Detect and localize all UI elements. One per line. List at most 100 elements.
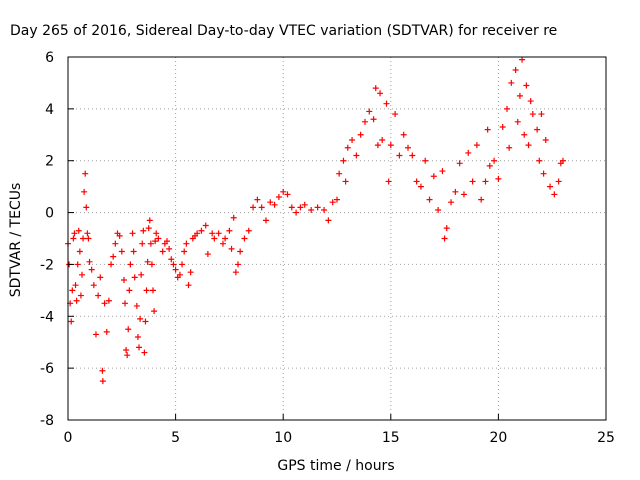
data-point bbox=[448, 199, 455, 206]
data-point bbox=[83, 204, 90, 211]
data-point bbox=[176, 271, 183, 278]
data-point bbox=[534, 126, 541, 133]
data-point bbox=[125, 326, 132, 333]
data-point bbox=[143, 287, 150, 294]
data-point bbox=[308, 206, 315, 213]
data-point bbox=[506, 144, 513, 151]
chart-title: Day 265 of 2016, Sidereal Day-to-day VTE… bbox=[10, 23, 557, 39]
data-point bbox=[430, 173, 437, 180]
data-point bbox=[110, 253, 117, 260]
data-point bbox=[262, 217, 269, 224]
data-point bbox=[147, 240, 154, 247]
data-point bbox=[426, 196, 433, 203]
y-tick-label: 4 bbox=[45, 102, 54, 118]
data-point bbox=[159, 248, 166, 255]
data-point bbox=[92, 331, 99, 338]
data-point bbox=[133, 302, 140, 309]
data-point bbox=[122, 300, 129, 307]
y-axis-label: SDTVAR / TECUs bbox=[8, 183, 24, 298]
data-point bbox=[228, 245, 235, 252]
data-point bbox=[230, 214, 237, 221]
data-point bbox=[525, 142, 532, 149]
data-point bbox=[70, 235, 77, 242]
grid bbox=[68, 57, 606, 420]
data-point bbox=[353, 152, 360, 159]
data-point bbox=[372, 85, 379, 92]
data-point bbox=[194, 230, 201, 237]
data-point bbox=[400, 131, 407, 138]
data-point bbox=[103, 328, 110, 335]
marks bbox=[65, 56, 566, 385]
data-point bbox=[141, 349, 148, 356]
data-point bbox=[334, 196, 340, 203]
data-point bbox=[69, 287, 76, 294]
data-point bbox=[138, 271, 145, 278]
data-point bbox=[409, 152, 416, 159]
data-point bbox=[441, 235, 448, 242]
data-point bbox=[145, 225, 152, 232]
data-point bbox=[209, 230, 216, 237]
data-point bbox=[379, 136, 386, 143]
y-tick-label: -2 bbox=[40, 257, 54, 273]
data-point bbox=[385, 178, 392, 185]
data-point bbox=[284, 191, 291, 198]
data-point bbox=[85, 235, 92, 242]
data-point bbox=[185, 282, 192, 289]
data-point bbox=[374, 142, 381, 149]
data-point bbox=[151, 308, 158, 315]
data-point bbox=[84, 230, 91, 237]
data-point bbox=[148, 261, 155, 268]
data-point bbox=[88, 266, 95, 273]
data-point bbox=[215, 230, 222, 237]
data-point bbox=[405, 144, 412, 151]
data-point bbox=[168, 256, 175, 263]
data-point bbox=[97, 274, 104, 281]
data-point bbox=[116, 232, 123, 239]
data-point bbox=[142, 318, 149, 325]
data-point bbox=[473, 142, 480, 149]
data-point bbox=[342, 178, 349, 185]
data-point bbox=[127, 261, 134, 268]
data-point bbox=[130, 248, 137, 255]
data-point bbox=[137, 315, 144, 322]
data-point bbox=[226, 227, 233, 234]
data-point bbox=[422, 157, 429, 164]
data-point bbox=[540, 170, 547, 177]
tick-labels: 0 5 10 15 20 25 -8 -6 -4 -2 0 2 4 6 bbox=[40, 50, 615, 446]
data-point bbox=[297, 204, 304, 211]
data-point bbox=[237, 248, 244, 255]
data-point bbox=[170, 261, 177, 268]
data-point bbox=[202, 222, 209, 229]
data-point bbox=[555, 178, 562, 185]
data-point bbox=[275, 194, 282, 201]
y-tick-label: -4 bbox=[40, 309, 54, 325]
data-point bbox=[112, 240, 119, 247]
data-point bbox=[108, 261, 115, 268]
data-point bbox=[387, 142, 394, 149]
data-point bbox=[179, 261, 186, 268]
data-point bbox=[90, 282, 97, 289]
data-point bbox=[336, 170, 343, 177]
data-point bbox=[254, 196, 261, 203]
data-point bbox=[146, 217, 153, 224]
y-tick-label: 0 bbox=[45, 206, 54, 222]
data-point bbox=[241, 235, 248, 242]
data-point bbox=[504, 105, 511, 112]
y-tick-label: -8 bbox=[40, 413, 54, 429]
data-point bbox=[460, 191, 467, 198]
data-point bbox=[486, 162, 493, 169]
data-point bbox=[516, 92, 523, 99]
data-point bbox=[235, 261, 242, 268]
data-point bbox=[521, 131, 528, 138]
data-point bbox=[529, 111, 536, 118]
data-point bbox=[349, 136, 356, 143]
data-point bbox=[452, 188, 459, 195]
x-tick-label: 5 bbox=[171, 430, 180, 446]
data-point bbox=[68, 318, 75, 325]
data-point bbox=[469, 178, 476, 185]
data-point bbox=[443, 225, 450, 232]
data-point bbox=[325, 217, 332, 224]
data-point bbox=[559, 157, 566, 164]
data-point bbox=[163, 238, 170, 245]
